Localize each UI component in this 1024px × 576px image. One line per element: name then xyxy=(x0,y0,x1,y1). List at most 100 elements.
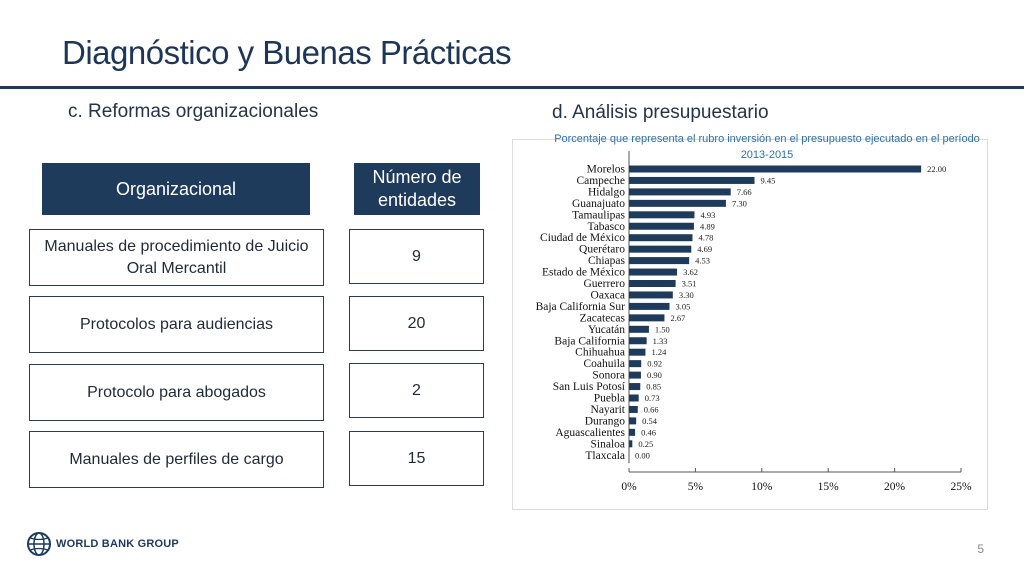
chart-bar xyxy=(629,245,692,253)
chart-bar xyxy=(629,371,641,379)
table-row-value: 9 xyxy=(349,229,484,284)
data-label: 0.66 xyxy=(644,404,659,414)
category-label: Sinaloa xyxy=(591,438,626,450)
data-label: 4.53 xyxy=(695,256,710,266)
data-label: 0.92 xyxy=(647,359,662,369)
data-label: 4.69 xyxy=(697,244,712,254)
page-number: 5 xyxy=(977,542,984,556)
category-label: Tabasco xyxy=(587,221,625,233)
data-label: 1.24 xyxy=(651,347,667,357)
footer-logo: WORLD BANK GROUP xyxy=(26,531,179,557)
table-row-value: 15 xyxy=(349,431,484,486)
data-label: 9.45 xyxy=(760,175,775,185)
chart-bar xyxy=(629,176,755,184)
category-label: Baja California xyxy=(554,335,625,347)
budget-bar-chart: Morelos 22.00 Campeche 9.45 Hidalgo 7.66 Guana… xyxy=(536,151,972,493)
table-row-value: 20 xyxy=(349,296,484,351)
title-divider xyxy=(0,86,1024,89)
data-label: 1.33 xyxy=(653,336,668,346)
data-label: 7.66 xyxy=(737,187,752,197)
category-label: Ciudad de México xyxy=(540,232,625,244)
chart-frame xyxy=(512,139,988,510)
table-row-label: Protocolos para audiencias xyxy=(29,296,324,353)
data-label: 4.78 xyxy=(698,233,713,243)
data-label: 3.05 xyxy=(676,301,691,311)
category-label: Guerrero xyxy=(583,278,625,290)
data-label: 1.50 xyxy=(655,324,670,334)
chart-bar xyxy=(629,337,647,345)
data-label: 0.25 xyxy=(638,439,653,449)
category-label: Estado de México xyxy=(542,267,625,279)
data-label: 0.46 xyxy=(641,427,656,437)
table-row-label: Manuales de procedimiento de Juicio Oral… xyxy=(29,229,324,286)
category-label: Morelos xyxy=(587,164,626,176)
data-label: 3.51 xyxy=(682,279,697,289)
category-label: Chiapas xyxy=(588,255,626,267)
chart-bar xyxy=(629,268,678,276)
data-label: 3.62 xyxy=(683,267,698,277)
category-label: Coahuila xyxy=(583,358,625,370)
x-tick-label: 15% xyxy=(818,481,840,493)
category-label: Nayarit xyxy=(591,404,626,416)
globe-icon xyxy=(27,532,51,556)
chart-bar xyxy=(629,280,676,287)
x-tick-label: 0% xyxy=(621,481,637,493)
chart-title: Porcentaje que representa el rubro inver… xyxy=(554,133,980,161)
section-title-budget: d. Análisis presupuestario xyxy=(552,102,769,123)
x-tick-label: 25% xyxy=(950,481,972,493)
data-label: 0.90 xyxy=(647,370,662,380)
chart-bar xyxy=(629,188,731,196)
category-label: Campeche xyxy=(576,175,625,187)
chart-bar xyxy=(629,360,642,368)
category-label: Aguascalientes xyxy=(555,427,625,439)
chart-bar xyxy=(629,440,633,448)
data-label: 0.54 xyxy=(642,416,658,426)
category-label: Yucatán xyxy=(588,324,625,336)
data-label: 7.30 xyxy=(732,198,747,208)
data-label: 22.00 xyxy=(927,164,946,174)
chart-bar xyxy=(629,348,646,356)
brand-name: WORLD BANK GROUP xyxy=(56,538,179,550)
category-label: Tamaulipas xyxy=(572,209,625,221)
chart-bar xyxy=(629,222,694,230)
chart-bar xyxy=(629,291,673,299)
chart-bar xyxy=(629,417,637,425)
chart-bar xyxy=(629,325,649,333)
data-label: 2.67 xyxy=(670,313,685,323)
chart-bar xyxy=(629,257,690,265)
table-row-label: Manuales de perfiles de cargo xyxy=(29,431,324,488)
chart-bar xyxy=(629,428,636,436)
data-label: 4.89 xyxy=(700,221,715,231)
table-row-value: 2 xyxy=(349,363,484,418)
category-label: Zacatecas xyxy=(580,312,626,324)
category-label: Durango xyxy=(585,415,625,427)
chart-bar xyxy=(629,314,665,322)
data-label: 0.73 xyxy=(645,393,660,403)
category-label: Sonora xyxy=(592,370,625,382)
category-label: Baja California Sur xyxy=(536,301,626,313)
x-tick-label: 10% xyxy=(751,481,773,493)
category-label: Chihuahua xyxy=(575,347,625,359)
category-label: San Luis Potosí xyxy=(553,381,626,393)
data-label: 4.93 xyxy=(700,210,715,220)
x-tick-label: 20% xyxy=(884,481,906,493)
chart-bar xyxy=(629,394,639,402)
slide-title: Diagnóstico y Buenas Prácticas xyxy=(62,34,512,71)
category-label: Oaxaca xyxy=(591,289,625,301)
table-row-label: Protocolo para abogados xyxy=(29,364,324,421)
chart-bar xyxy=(629,405,638,413)
category-label: Hidalgo xyxy=(588,186,625,198)
data-label: 3.30 xyxy=(679,290,694,300)
chart-bar xyxy=(629,199,726,207)
table-header-organizational: Organizacional xyxy=(42,163,310,215)
category-label: Puebla xyxy=(594,393,625,405)
category-label: Tlaxcala xyxy=(585,450,625,462)
table-header-entities: Número de entidades xyxy=(354,163,480,215)
chart-bar xyxy=(629,211,695,219)
category-label: Querétaro xyxy=(579,244,625,256)
chart-bar xyxy=(629,234,693,242)
category-label: Guanajuato xyxy=(572,198,625,210)
chart-bar xyxy=(629,165,922,173)
chart-bar xyxy=(629,383,641,391)
section-title-organizational: c. Reformas organizacionales xyxy=(68,101,319,122)
